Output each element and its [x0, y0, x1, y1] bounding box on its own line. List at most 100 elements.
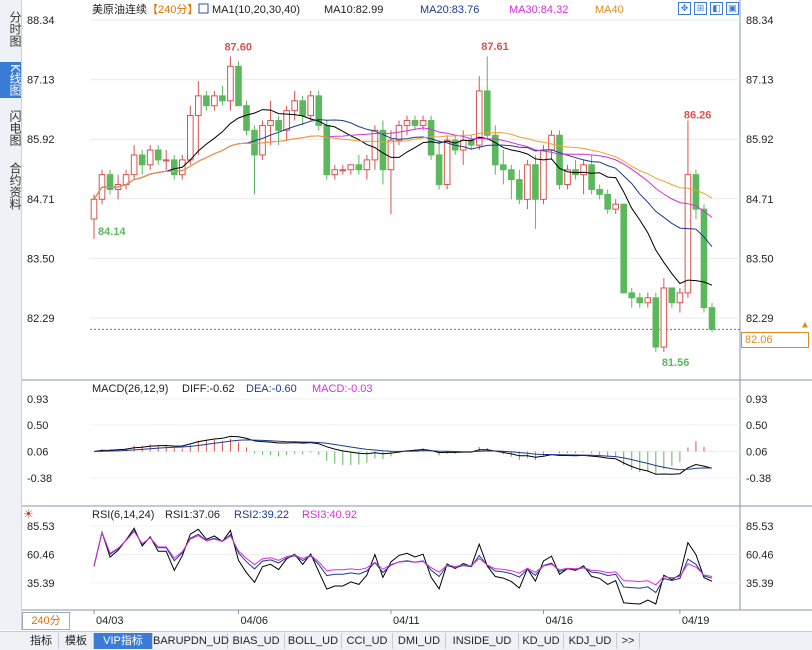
candle-body	[660, 287, 668, 348]
candle-body	[491, 134, 499, 166]
candle-body	[500, 164, 507, 171]
candle-body	[291, 100, 298, 112]
candle-body	[106, 174, 114, 190]
side-tab-3[interactable]: 合约资料	[8, 162, 22, 210]
bottom-tab-8[interactable]: INSIDE_UD	[446, 633, 519, 649]
price-tick-1: 87.13	[746, 75, 774, 87]
side-tab-2[interactable]: 闪电图	[8, 110, 22, 146]
toolbar-icons: ✥ ⊞ ◧ ▣	[678, 2, 740, 16]
rsi-title: RSI(6,14,24)	[92, 509, 154, 521]
candle-body	[612, 203, 619, 210]
candle-body	[636, 297, 644, 304]
bottom-indicator-tabs: 指标 模板 VIP指标 BARUPDN_UD BIAS_UD BOLL_UD CCI_UD D…	[0, 631, 812, 650]
date-label-4: 04/19	[682, 615, 710, 627]
fullscreen-icon[interactable]: ▣	[726, 2, 739, 15]
period-select-label: 240分	[31, 615, 61, 627]
candle-body	[483, 90, 491, 136]
candle-body	[508, 169, 515, 181]
bottom-tab-5[interactable]: BOLL_UD	[285, 633, 342, 649]
candle-body	[187, 115, 194, 161]
candle-body	[443, 139, 451, 186]
macd-dea: DEA:-0.60	[246, 383, 297, 395]
candle-body	[283, 110, 290, 131]
candle-body	[146, 149, 154, 166]
side-tab-bar: 分时图 K线图闪电图合约资料	[0, 0, 22, 630]
candle-body	[227, 65, 234, 102]
header-period: 【240分】	[147, 3, 198, 16]
candle-body	[403, 119, 411, 126]
macd-title: MACD(26,12,9)	[92, 383, 168, 395]
candle-body	[347, 164, 355, 171]
candle-body	[588, 164, 595, 190]
bottom-tab-9[interactable]: KD_UD	[519, 633, 564, 649]
candle-body	[459, 139, 467, 151]
price-tick-left-2: 85.92	[27, 134, 55, 146]
candle-body	[564, 169, 571, 186]
annotation-high-3: 86.26	[684, 109, 712, 121]
price-tick-left-4: 83.50	[27, 253, 55, 265]
current-price-arrow: ▲	[800, 319, 810, 330]
candle-body	[524, 164, 531, 200]
bottom-tab-7[interactable]: DMI_UD	[393, 633, 446, 649]
fit-icon[interactable]: ⊞	[694, 2, 707, 15]
candle-body	[243, 105, 250, 131]
period-select[interactable]: 240分	[22, 612, 70, 630]
date-label-2: 04/11	[393, 615, 420, 627]
macd-dea-line	[93, 439, 713, 471]
candle-body	[700, 208, 708, 309]
price-tick-4: 83.50	[746, 253, 774, 265]
candle-body	[604, 193, 611, 210]
bottom-tab-10[interactable]: KDJ_UD	[564, 633, 617, 649]
annotation-low-1: 84.14	[98, 226, 126, 238]
macd-diff: DIFF:-0.62	[182, 383, 235, 395]
bottom-tab-0[interactable]: 指标	[24, 633, 59, 649]
candle-body	[211, 95, 218, 107]
candle-body	[419, 119, 427, 126]
candle-body	[652, 297, 660, 348]
expand-icon[interactable]: ✥	[678, 2, 691, 15]
header-ma10: MA10:82.99	[324, 4, 383, 16]
bottom-tab-1[interactable]: 模板	[59, 633, 94, 649]
price-tick-0: 88.34	[746, 15, 774, 27]
rsi-tick-2: 35.39	[746, 578, 774, 590]
candle-body	[170, 159, 178, 176]
current-price-value: 82.06	[745, 334, 773, 346]
bottom-tab-2[interactable]: VIP指标	[94, 633, 153, 649]
price-tick-left-0: 88.34	[27, 15, 55, 27]
rsi-tick-0: 85.53	[746, 521, 774, 533]
rsi-tick-left-0: 85.53	[27, 521, 55, 533]
bottom-tab-11[interactable]: >>	[617, 633, 640, 649]
candle-body	[275, 119, 282, 131]
rsi-tick-left-1: 60.46	[27, 550, 55, 562]
candle-body	[427, 119, 435, 156]
candle-body	[195, 95, 202, 117]
bottom-tab-4[interactable]: BIAS_UD	[228, 633, 285, 649]
ma-line-10	[93, 109, 713, 286]
candle-body	[532, 164, 539, 200]
candle-body	[251, 129, 258, 156]
header-symbol: 美原油连续	[92, 2, 147, 16]
macd-value: MACD:-0.03	[312, 383, 373, 395]
candle-body	[580, 164, 587, 176]
candle-body	[331, 169, 339, 176]
bottom-tab-6[interactable]: CCI_UD	[342, 633, 393, 649]
split-icon[interactable]: ◧	[710, 2, 723, 15]
chart-area[interactable]: 88.34 88.34 87.13 87.13 85.92 85.92 84.71 84.71…	[22, 0, 812, 630]
macd-tick-1: 0.50	[746, 420, 767, 432]
candle-body	[540, 149, 547, 200]
side-tab-1[interactable]: K线图	[0, 62, 22, 98]
side-tab-0[interactable]: 分时图	[8, 11, 22, 47]
rsi-tick-1: 60.46	[746, 550, 774, 562]
candle-body	[90, 198, 98, 220]
candle-body	[267, 119, 274, 126]
bottom-tab-3[interactable]: BARUPDN_UD	[153, 633, 229, 649]
header-ma-title: MA1(10,20,30,40)	[212, 4, 300, 16]
macd-tick-left-2: 0.06	[27, 446, 48, 458]
candle-body	[363, 159, 371, 171]
candle-body	[676, 292, 684, 304]
rsi-rsi3: RSI3:40.92	[302, 509, 357, 521]
candle-body	[259, 124, 266, 156]
candle-body	[475, 90, 483, 146]
rsi-rsi2: RSI2:39.22	[234, 509, 289, 521]
macd-tick-left-0: 0.93	[27, 394, 48, 406]
